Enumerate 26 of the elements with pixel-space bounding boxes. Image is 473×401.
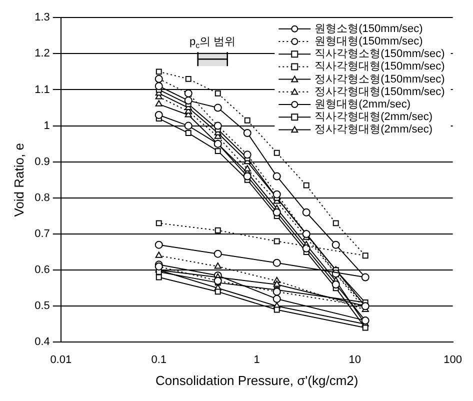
y-tick-label: 0.4 xyxy=(34,336,50,348)
y-tick-label: 1.2 xyxy=(34,48,50,60)
x-tick-label: 0.01 xyxy=(50,354,72,366)
y-tick-label: 0.9 xyxy=(34,156,50,168)
legend-label: 정사각형대형(2mm/sec) xyxy=(314,124,433,136)
y-tick-label: 0.7 xyxy=(34,228,50,240)
legend-label: 정사각형소형(150mm/sec) xyxy=(314,73,445,86)
legend-label: 직사각형대형(150mm/sec) xyxy=(314,60,445,73)
x-tick-label: 100 xyxy=(444,354,462,366)
y-tick-label: 1.3 xyxy=(34,12,50,24)
x-tick-label: 10 xyxy=(348,354,361,366)
x-tick-label: 0.1 xyxy=(151,354,167,366)
legend-label: 원형소형(150mm/sec) xyxy=(314,22,423,35)
x-tick-label: 1 xyxy=(254,354,260,366)
y-tick-label: 1 xyxy=(44,120,50,132)
y-tick-label: 1.1 xyxy=(34,84,50,96)
legend-label: 원형대형(150mm/sec) xyxy=(314,36,423,48)
legend-label: 직사각형소형(150mm/sec) xyxy=(314,48,445,60)
x-axis-title: Consolidation Pressure, σ'(kg/cm2) xyxy=(156,372,358,388)
legend-label: 정사각형대형(150mm/sec) xyxy=(314,86,445,98)
y-tick-label: 0.6 xyxy=(34,264,50,276)
legend-label: 원형대형(2mm/sec) xyxy=(314,98,411,111)
y-axis-title: Void Ratio, e xyxy=(11,143,26,217)
legend-label: 직사각형대형(2mm/sec) xyxy=(314,111,433,124)
y-tick-label: 0.5 xyxy=(34,300,50,312)
y-tick-label: 0.8 xyxy=(34,192,50,204)
